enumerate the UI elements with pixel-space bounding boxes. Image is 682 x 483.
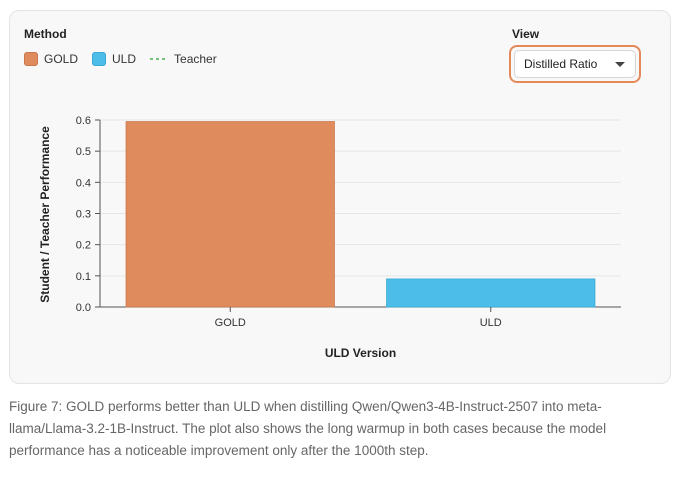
view-select[interactable]: Distilled Ratio bbox=[514, 50, 636, 78]
y-tick-label: 0.4 bbox=[76, 177, 91, 189]
x-axis-label: ULD Version bbox=[325, 346, 396, 360]
view-select-focus-ring: Distilled Ratio bbox=[509, 45, 641, 83]
legend-item-uld[interactable]: ULD bbox=[92, 52, 136, 66]
y-tick-label: 0.6 bbox=[76, 115, 91, 127]
bar-uld bbox=[386, 278, 596, 308]
legend-item-teacher[interactable]: Teacher bbox=[150, 52, 217, 66]
legend-label-gold: GOLD bbox=[44, 52, 79, 66]
x-tick-label: ULD bbox=[480, 317, 502, 329]
y-tick-label: 0.2 bbox=[76, 240, 91, 252]
y-tick-label: 0.0 bbox=[76, 302, 91, 314]
figure-caption: Figure 7: GOLD performs better than ULD … bbox=[9, 399, 607, 458]
bar-gold bbox=[125, 121, 335, 308]
legend-title: Method bbox=[24, 27, 67, 41]
legend-label-teacher: Teacher bbox=[174, 52, 217, 66]
x-tick-label: GOLD bbox=[215, 317, 246, 329]
y-tick-label: 0.5 bbox=[76, 146, 91, 158]
y-axis-label: Student / Teacher Performance bbox=[38, 126, 52, 303]
legend: GOLD ULD Teacher bbox=[24, 52, 231, 66]
legend-label-uld: ULD bbox=[112, 52, 137, 66]
caret-down-icon bbox=[615, 61, 625, 67]
uld-swatch bbox=[92, 52, 107, 66]
view-title: View bbox=[512, 27, 540, 41]
gold-swatch bbox=[24, 52, 38, 66]
y-tick-label: 0.1 bbox=[76, 271, 91, 283]
legend-item-gold[interactable]: GOLD bbox=[24, 52, 78, 66]
dashed-line-icon bbox=[150, 58, 169, 60]
y-tick-label: 0.3 bbox=[76, 209, 91, 221]
view-select-value: Distilled Ratio bbox=[524, 57, 598, 71]
